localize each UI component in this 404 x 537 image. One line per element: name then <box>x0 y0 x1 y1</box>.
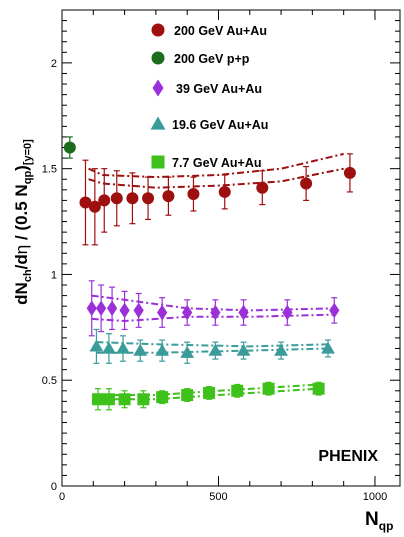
y-axis-label-main: dN <box>12 282 31 305</box>
x-tick-label: 0 <box>59 491 65 503</box>
data-point <box>133 343 148 356</box>
x-axis-label-main: N <box>365 509 379 530</box>
data-point <box>102 393 115 406</box>
data-point <box>329 302 340 319</box>
data-point <box>155 343 170 356</box>
x-axis-label: Nqp <box>365 509 393 533</box>
data-point <box>187 188 200 201</box>
plot-frame <box>61 9 401 487</box>
y-axis-label-tail: / (0.5 N <box>12 184 31 244</box>
x-axis-label-sub: qp <box>379 519 394 533</box>
y-axis-label-eta: η <box>12 245 31 254</box>
data-point <box>274 343 288 356</box>
legend-marker <box>151 23 165 37</box>
data-point <box>88 200 101 213</box>
data-point <box>162 190 175 203</box>
legend-marker <box>150 116 166 130</box>
systematic-bands <box>88 152 344 401</box>
systematic-band-line <box>96 341 329 348</box>
y-axis-label-close: ) <box>12 165 31 171</box>
legend-label: 200 GeV p+p <box>174 52 250 66</box>
data-point <box>312 382 325 395</box>
brand-label: PHENIX <box>318 448 378 465</box>
data-point <box>218 185 231 198</box>
data-point <box>118 393 131 406</box>
y-tick-label: 0.5 <box>42 375 57 387</box>
data-point <box>102 341 116 354</box>
y-tick-label: 1.5 <box>42 164 57 176</box>
data-point <box>208 343 223 356</box>
data-point <box>137 393 150 406</box>
data-point <box>126 192 139 205</box>
data-point <box>79 196 92 209</box>
y-axis-label: dNch/dη / (0.5 Nqp)[y=0] <box>12 139 34 305</box>
data-point <box>96 300 107 317</box>
data-point <box>91 393 104 406</box>
data-point <box>89 339 104 352</box>
data-point <box>142 192 155 205</box>
data-point <box>116 341 130 354</box>
data-point <box>321 341 335 354</box>
data-point <box>180 345 195 358</box>
x-tick-label: 1000 <box>363 491 387 503</box>
data-point <box>98 194 111 207</box>
data-point <box>110 192 123 205</box>
data-point <box>262 382 275 395</box>
y-axis-label-sub-ch: ch <box>22 269 34 282</box>
legend-label: 19.6 GeV Au+Au <box>172 118 268 132</box>
data-point <box>133 302 144 319</box>
systematic-band-line <box>88 152 344 179</box>
data-point <box>63 141 76 154</box>
data-point <box>256 181 269 194</box>
data-point <box>86 300 97 317</box>
y-axis-label-sub-qp: qp <box>22 171 34 185</box>
x-tick-label: 500 <box>209 491 227 503</box>
legend: 200 GeV Au+Au 200 GeV p+p 39 GeV Au+Au 19.6… <box>150 23 268 170</box>
data-point <box>182 304 193 321</box>
axes: 0 500 1000 0 0.5 1 1.5 2 <box>42 9 400 503</box>
y-axis-label-mid: /d <box>12 254 31 269</box>
data-point <box>119 302 130 319</box>
legend-label: 39 GeV Au+Au <box>176 82 262 96</box>
legend-marker <box>151 51 165 65</box>
data-point <box>231 384 244 397</box>
data-point <box>238 304 249 321</box>
legend-label: 200 GeV Au+Au <box>174 24 267 38</box>
data-point <box>282 304 293 321</box>
data-point <box>210 304 221 321</box>
legend-label: 7.7 GeV Au+Au <box>172 156 262 170</box>
data-points <box>63 136 356 411</box>
data-point <box>157 304 168 321</box>
data-point <box>236 343 251 356</box>
y-tick-label: 2 <box>51 58 57 70</box>
data-point <box>106 300 118 317</box>
legend-marker <box>151 155 165 169</box>
data-point <box>343 166 356 179</box>
y-axis-label-sub-y0: [y=0] <box>22 139 34 165</box>
y-tick-label: 1 <box>51 269 57 281</box>
data-point <box>181 389 194 402</box>
legend-marker <box>152 79 164 97</box>
data-point <box>203 386 216 399</box>
y-tick-label: 0 <box>51 481 57 493</box>
data-point <box>156 391 169 404</box>
systematic-band-line <box>96 347 329 354</box>
data-point <box>300 177 313 190</box>
